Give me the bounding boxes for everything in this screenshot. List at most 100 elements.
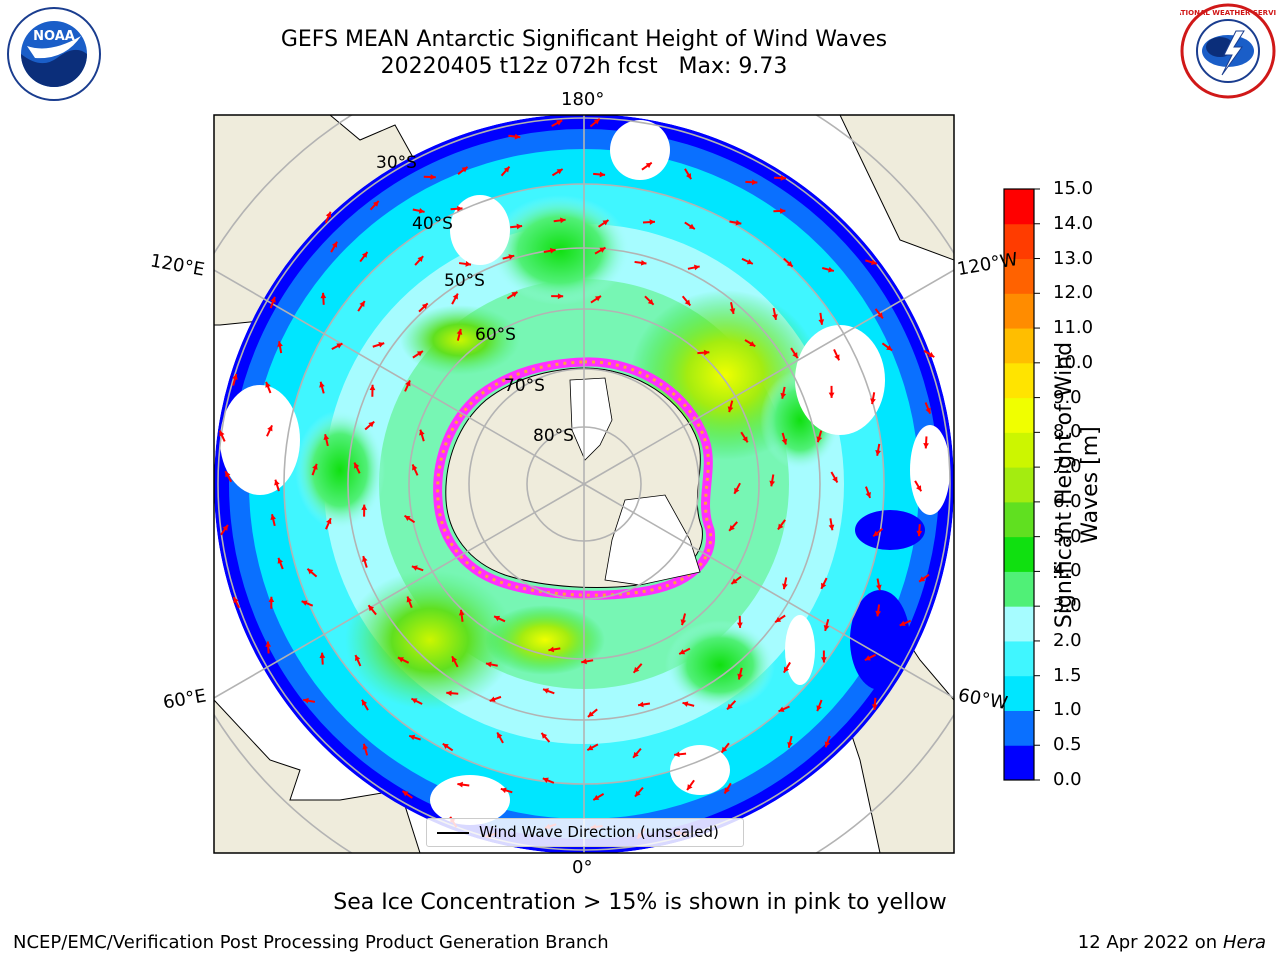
wave-direction-arrow (642, 219, 656, 225)
legend-label: Wind Wave Direction (unscaled) (479, 823, 719, 841)
wave-direction-arrow (359, 251, 369, 263)
wave-direction-arrow (924, 402, 932, 414)
colorbar-tick-label: 10.0 (1053, 351, 1094, 373)
wave-direction-arrow (872, 527, 884, 538)
wave-direction-arrow (916, 524, 923, 537)
wave-direction-arrow (411, 464, 419, 476)
wave-direction-arrow (220, 524, 229, 536)
wave-direction-arrow (697, 349, 710, 356)
wave-direction-arrow (632, 663, 643, 674)
wave-direction-arrow (306, 568, 318, 578)
wave-direction-arrow (823, 619, 830, 632)
wave-direction-arrow (372, 341, 385, 348)
wave-direction-arrow (319, 652, 326, 665)
wave-direction-arrow (781, 432, 788, 445)
wave-direction-arrow (414, 255, 424, 266)
colorbar-tick-label: 9.0 (1053, 386, 1082, 408)
map-legend: Wind Wave Direction (unscaled) (426, 818, 744, 847)
wave-direction-arrow (489, 695, 502, 702)
wave-direction-arrow (864, 653, 877, 662)
latitude-labels: 30°S 40°S 50°S 60°S 70°S 80°S (376, 153, 574, 446)
wave-direction-arrow (364, 420, 375, 431)
wave-direction-arrow (331, 342, 343, 351)
wave-direction-arrow (875, 443, 881, 456)
wave-direction-arrow (678, 647, 691, 655)
wave-direction-arrow (548, 646, 561, 653)
wave-direction-arrow (410, 697, 423, 705)
colorbar-segment (1004, 189, 1034, 225)
footer-date-text: 12 Apr 2022 on (1077, 932, 1223, 953)
colorbar-segment (1004, 536, 1034, 572)
wave-direction-arrow (446, 690, 459, 697)
wave-direction-arrow (816, 430, 823, 443)
wave-direction-arrow (323, 434, 330, 447)
wave-direction-arrow (787, 735, 793, 749)
wave-direction-arrow (728, 521, 738, 532)
lat-label-30s: 30°S (376, 153, 417, 173)
colorbar (1003, 188, 1040, 781)
wave-direction-arrow (923, 349, 935, 358)
footer-credit: NCEP/EMC/Verification Post Processing Pr… (13, 932, 609, 953)
wave-direction-arrow (485, 661, 498, 668)
wave-direction-arrow (419, 429, 425, 442)
colorbar-tick-label: 15.0 (1053, 178, 1094, 199)
wave-direction-arrow (218, 430, 226, 442)
wave-direction-arrow (818, 312, 825, 325)
wave-direction-arrow (224, 470, 233, 483)
wave-direction-arrow (641, 161, 653, 171)
wave-direction-arrow (681, 295, 692, 307)
wave-direction-arrow (745, 179, 758, 186)
colorbar-tick-label: 6.0 (1053, 490, 1082, 512)
colorbar-tick-label: 7.0 (1053, 456, 1082, 478)
wave-direction-arrow (729, 219, 742, 226)
wave-direction-arrow (587, 708, 598, 718)
wave-direction-arrow (780, 386, 787, 399)
wave-direction-arrow (369, 384, 376, 397)
wave-direction-arrow (730, 575, 742, 585)
wave-direction-arrow (581, 658, 594, 665)
wave-direction-arrow (686, 779, 695, 791)
wave-direction-arrow (790, 347, 799, 359)
colorbar-tick-label: 13.0 (1053, 247, 1094, 269)
lat-label-50s: 50°S (444, 271, 485, 291)
wave-direction-arrow (782, 577, 788, 590)
lat-label-70s: 70°S (504, 376, 545, 396)
wave-direction-arrow (586, 743, 599, 751)
wave-direction-arrow (354, 654, 362, 667)
wave-direction-arrow (772, 307, 778, 321)
wave-direction-arrow (774, 614, 786, 624)
colorbar-tick-label: 1.5 (1053, 664, 1082, 686)
wave-direction-arrow (418, 302, 429, 313)
wave-direction-arrow (508, 133, 521, 140)
wave-direction-arrow (833, 349, 841, 361)
wave-direction-arrow (816, 699, 823, 712)
wave-direction-arrow (277, 341, 283, 354)
wave-direction-arrow (274, 479, 280, 492)
colorbar-segment (1004, 606, 1034, 642)
wave-direction-arrow (674, 751, 687, 758)
colorbar-tick-label: 4.0 (1053, 560, 1082, 582)
wave-direction-arrow (632, 747, 642, 759)
wave-direction-arrow (644, 295, 655, 306)
wave-direction-arrow (684, 221, 696, 230)
wave-direction-arrow (592, 793, 605, 801)
wind-wave-direction-arrows (218, 118, 935, 840)
wave-direction-arrow (740, 431, 749, 443)
wave-direction-arrow (828, 385, 835, 398)
sea-ice-note: Sea Ice Concentration > 15% is shown in … (333, 890, 947, 915)
legend-line-swatch (437, 832, 469, 834)
graticule (214, 115, 954, 853)
wave-direction-arrow (353, 462, 361, 474)
colorbar-tick-label: 3.0 (1053, 595, 1082, 617)
colorbar-tick-label: 1.0 (1053, 699, 1082, 721)
wave-direction-arrow (733, 482, 741, 495)
wave-direction-arrow (302, 697, 316, 704)
wave-direction-arrow (362, 555, 368, 568)
wave-direction-arrow (458, 609, 465, 622)
wave-direction-arrow (773, 208, 786, 214)
wave-direction-arrow (362, 743, 369, 756)
wave-direction-arrow (923, 436, 929, 449)
wave-direction-arrow (870, 392, 876, 405)
wave-direction-arrow (774, 175, 787, 181)
wave-direction-arrow (265, 381, 272, 394)
